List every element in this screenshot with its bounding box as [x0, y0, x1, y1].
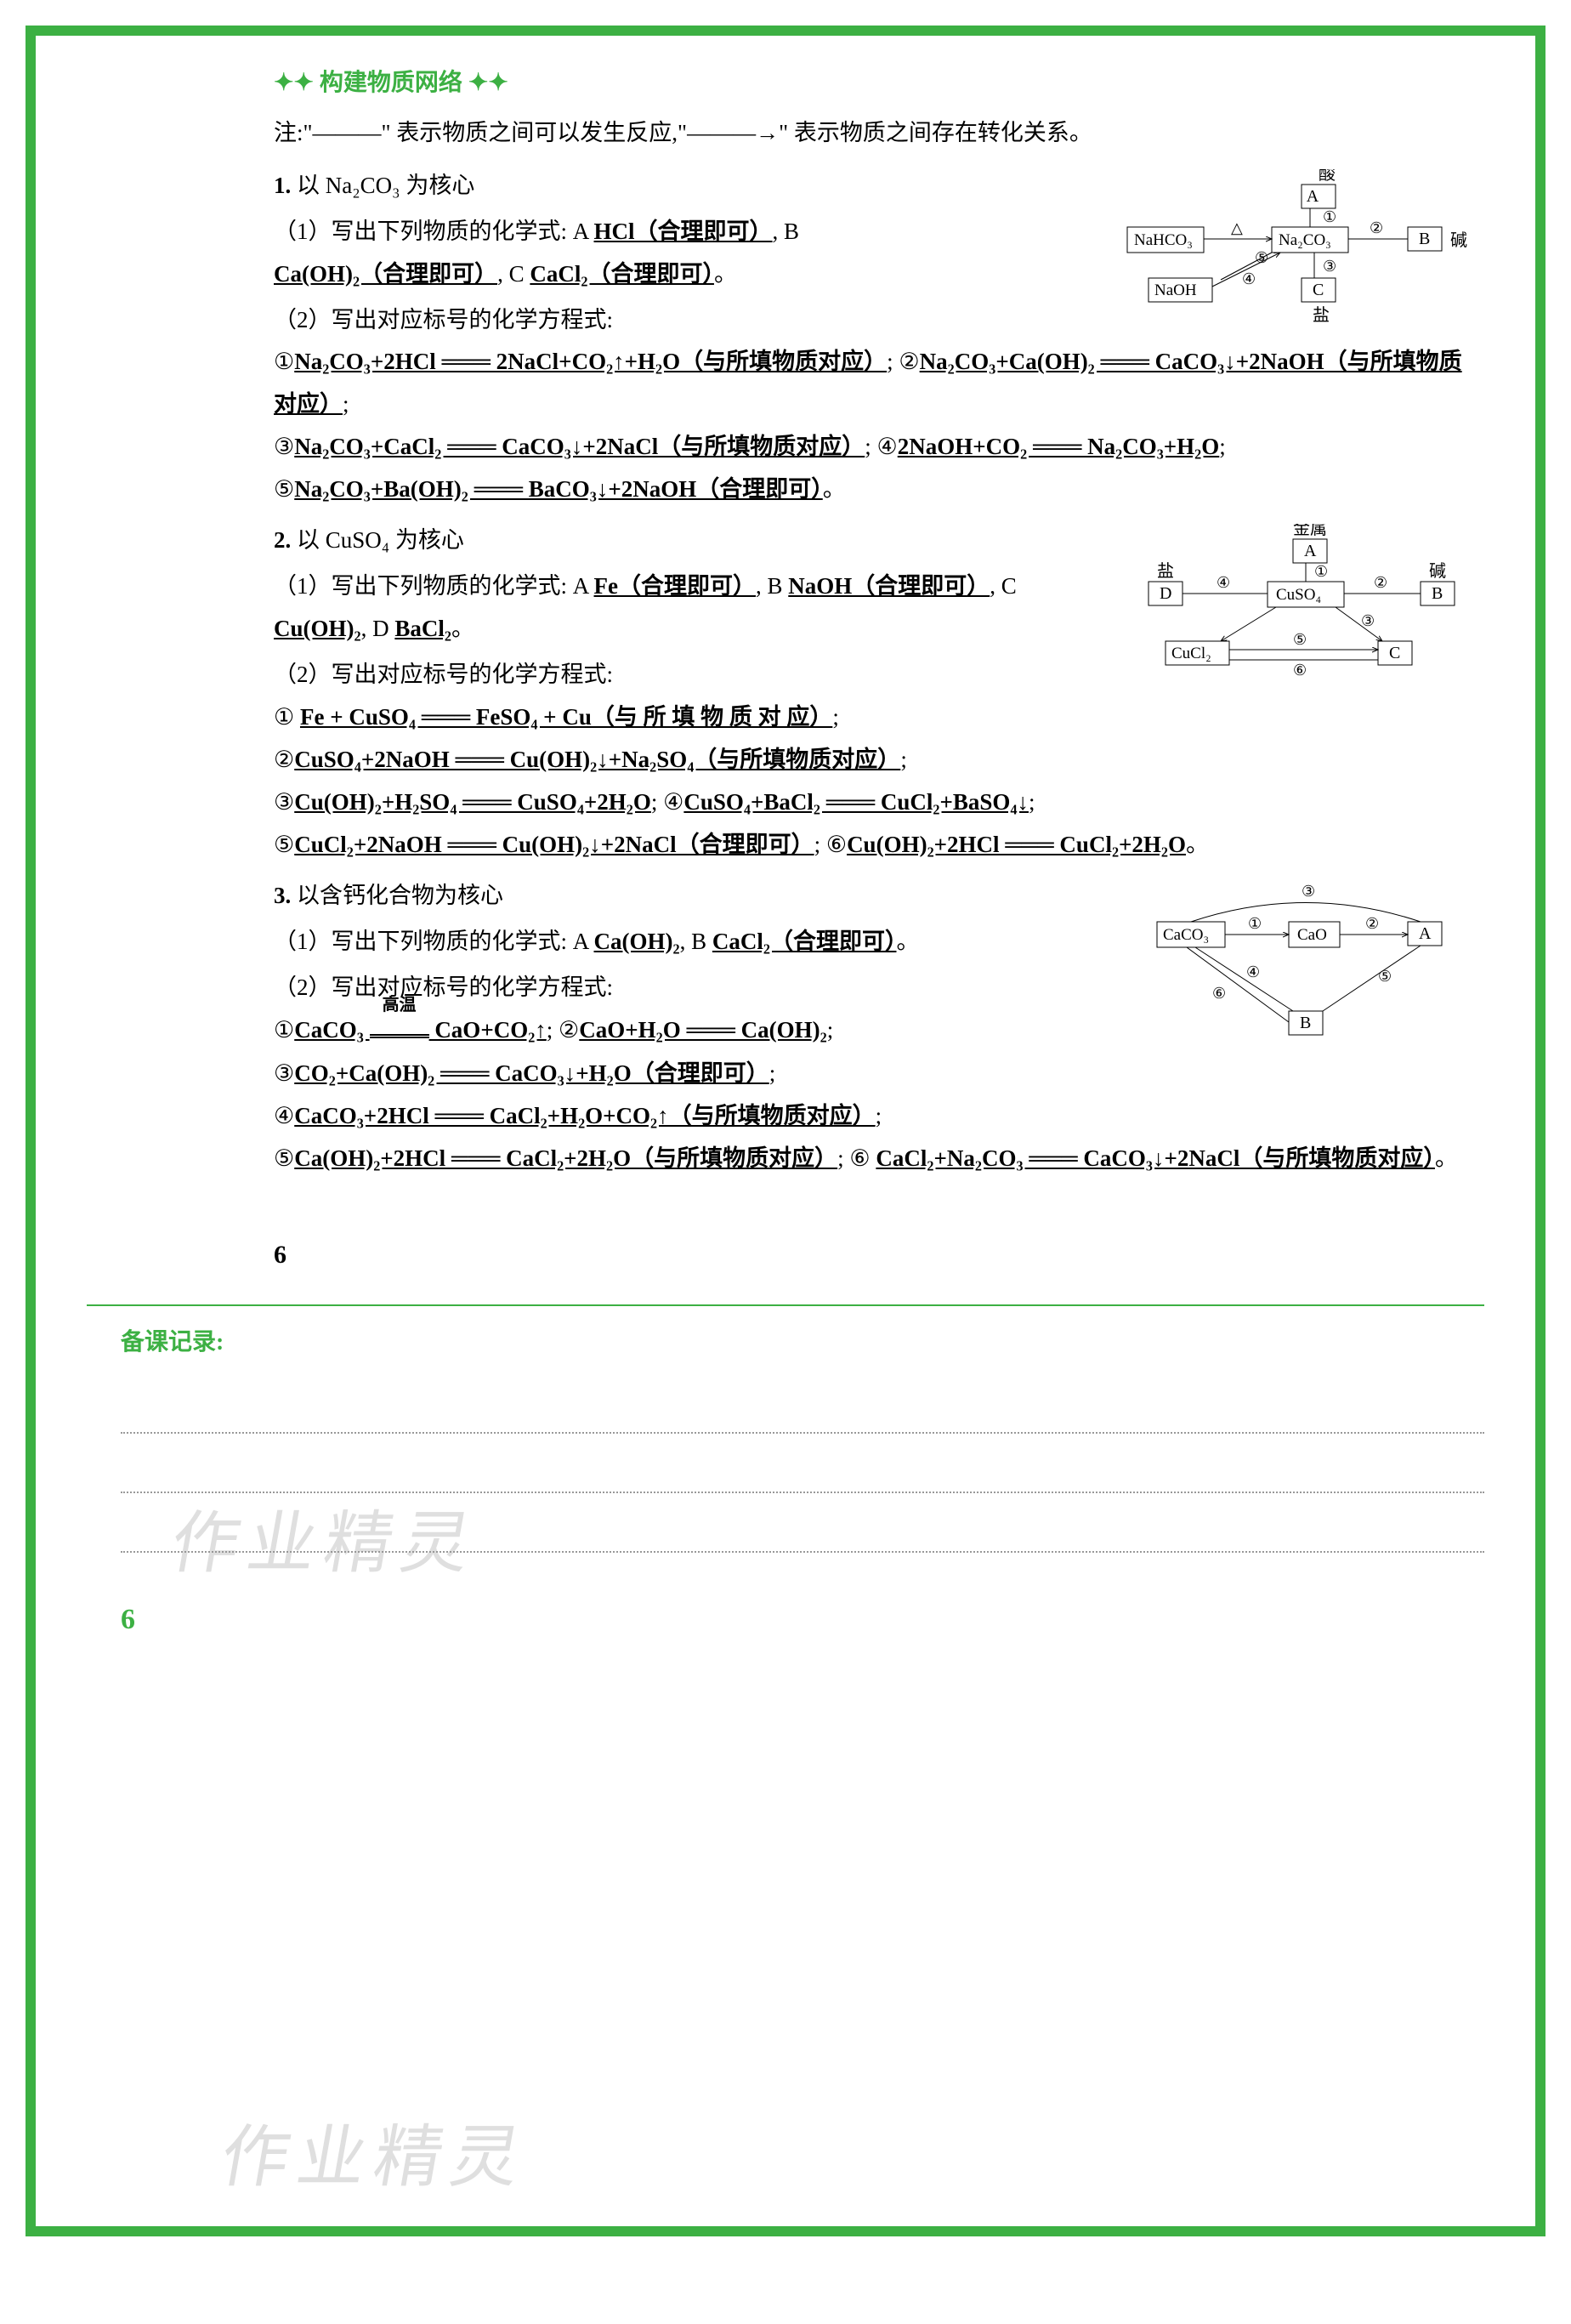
- notes-section: 备课记录:: [36, 1306, 1535, 1578]
- diag3-e4: ④: [1246, 963, 1260, 980]
- diagram-3: CaCO₃ CaO A B ① ② ③ ④ ⑤: [1144, 879, 1484, 1049]
- item-num: 2.: [274, 527, 291, 553]
- diagram-1: 酸 A NaHCO₃ Na₂CO₃ B 碱 NaOH C 盐 ①: [1110, 169, 1484, 331]
- diag2-text-B: B: [1432, 584, 1443, 603]
- page-border: ✦✦ 构建物质网络 ✦✦ 注:"———" 表示物质之间可以发生反应,"———→"…: [26, 26, 1545, 2236]
- diag2-e1: ①: [1314, 563, 1328, 580]
- content-area: ✦✦ 构建物质网络 ✦✦ 注:"———" 表示物质之间可以发生反应,"———→"…: [36, 36, 1535, 1304]
- diag1-edge5-label: ⑤: [1255, 249, 1268, 266]
- diag1-edge4-label: ④: [1242, 270, 1256, 287]
- diag1-text-C: C: [1313, 281, 1324, 299]
- diag3-text-B: B: [1300, 1014, 1311, 1032]
- diag3-edge-4: [1195, 947, 1293, 1011]
- diag1-label-acid: 酸: [1319, 169, 1336, 184]
- item-title: 以含钙化合物为核心: [297, 883, 503, 908]
- diag3-edge-3: [1191, 902, 1421, 922]
- diag2-e6: ⑥: [1293, 662, 1307, 679]
- bottom-page-num: 6: [36, 1578, 1535, 1653]
- diag3-edge-6: [1187, 947, 1289, 1022]
- diag3-e3: ③: [1302, 883, 1315, 900]
- diag1-edge2-label: ②: [1370, 219, 1383, 236]
- item2-part2: （2）写出对应标号的化学方程式: ① Fe + CuSO₄ ═══ FeSO₄ …: [274, 654, 1484, 867]
- diag2-label-metal: 金属: [1293, 524, 1327, 538]
- diagram-2-svg: 金属 A 盐 D CuSO₄ 碱 B CuCl₂ C ①: [1127, 524, 1484, 685]
- diag1-text-na2co3: Na₂CO₃: [1279, 231, 1331, 249]
- diag3-edge-5: [1323, 946, 1421, 1011]
- item-title: 以 Na₂CO₃ 为核心: [297, 173, 474, 198]
- diag1-text-naoh: NaOH: [1154, 281, 1197, 299]
- diag2-label-salt: 盐: [1157, 561, 1174, 581]
- diag1-delta-label: △: [1231, 219, 1243, 236]
- note-text: "———" 表示物质之间可以发生反应,"———→" 表示物质之间存在转化关系。: [303, 120, 1092, 145]
- diag3-e5: ⑤: [1378, 968, 1392, 985]
- diag2-edge-3: [1336, 607, 1382, 641]
- diag1-edge3-label: ③: [1323, 258, 1336, 275]
- inner-page-num: 6: [274, 1231, 1484, 1279]
- diag3-text-caco3: CaCO₃: [1163, 926, 1209, 944]
- notes-line: [121, 1434, 1484, 1493]
- item1-part2: （2）写出对应标号的化学方程式: ①Na₂CO₃+2HCl ═══ 2NaCl+…: [274, 299, 1484, 512]
- diag2-e3: ③: [1361, 612, 1375, 629]
- diag1-text-nahco3: NaHCO₃: [1134, 231, 1193, 249]
- diag1-text-A: A: [1307, 187, 1319, 206]
- notes-label: 备课记录:: [121, 1329, 224, 1355]
- diag2-e5: ⑤: [1293, 631, 1307, 648]
- item-1: 1. 以 Na₂CO₃ 为核心 酸 A NaHCO₃ Na₂CO₃ B 碱 Na…: [274, 165, 1484, 512]
- diag3-text-A: A: [1419, 924, 1432, 943]
- item-3: 3. 以含钙化合物为核心 CaCO₃ CaO A B ① ②: [274, 875, 1484, 1180]
- notes-lines: [121, 1374, 1484, 1553]
- diag2-text-cuso4: CuSO₄: [1276, 586, 1321, 604]
- diag2-text-A: A: [1304, 542, 1317, 560]
- diag2-edge-extra: [1221, 607, 1276, 641]
- diagram-2: 金属 A 盐 D CuSO₄ 碱 B CuCl₂ C ①: [1127, 524, 1484, 685]
- diag2-e2: ②: [1374, 574, 1387, 591]
- diagram-1-svg: 酸 A NaHCO₃ Na₂CO₃ B 碱 NaOH C 盐 ①: [1110, 169, 1484, 331]
- diag3-e6: ⑥: [1212, 985, 1226, 1002]
- note-line: 注:"———" 表示物质之间可以发生反应,"———→" 表示物质之间存在转化关系…: [274, 112, 1484, 155]
- section-title: ✦✦ 构建物质网络 ✦✦: [274, 61, 1484, 105]
- diag2-text-cucl2: CuCl₂: [1171, 645, 1211, 662]
- diag2-text-C: C: [1389, 644, 1400, 662]
- notes-line: [121, 1374, 1484, 1434]
- watermark-2: 作业精灵: [214, 2102, 537, 2201]
- item-num: 1.: [274, 173, 291, 198]
- item-num: 3.: [274, 883, 291, 908]
- item-2: 2. 以 CuSO₄ 为核心 金属 A 盐 D CuSO₄ 碱 B CuCl₂: [274, 520, 1484, 867]
- notes-line: [121, 1493, 1484, 1553]
- diag1-text-B: B: [1419, 230, 1430, 248]
- item-title: 以 CuSO₄ 为核心: [297, 527, 464, 553]
- diag1-edge1-label: ①: [1323, 208, 1336, 225]
- diag2-label-base: 碱: [1429, 561, 1446, 581]
- diag1-label-salt: 盐: [1313, 305, 1330, 325]
- note-prefix: 注:: [274, 120, 303, 145]
- diag3-e2: ②: [1365, 915, 1379, 932]
- diag3-text-cao: CaO: [1297, 926, 1327, 944]
- eq3-1: CaCO₃ 高温 CaO+CO₂↑: [294, 1017, 547, 1043]
- diag2-e4: ④: [1217, 574, 1230, 591]
- diagram-3-svg: CaCO₃ CaO A B ① ② ③ ④ ⑤: [1144, 879, 1484, 1049]
- diag1-label-base: 碱: [1450, 230, 1467, 250]
- diag2-text-D: D: [1160, 584, 1171, 603]
- diag3-e1: ①: [1248, 915, 1262, 932]
